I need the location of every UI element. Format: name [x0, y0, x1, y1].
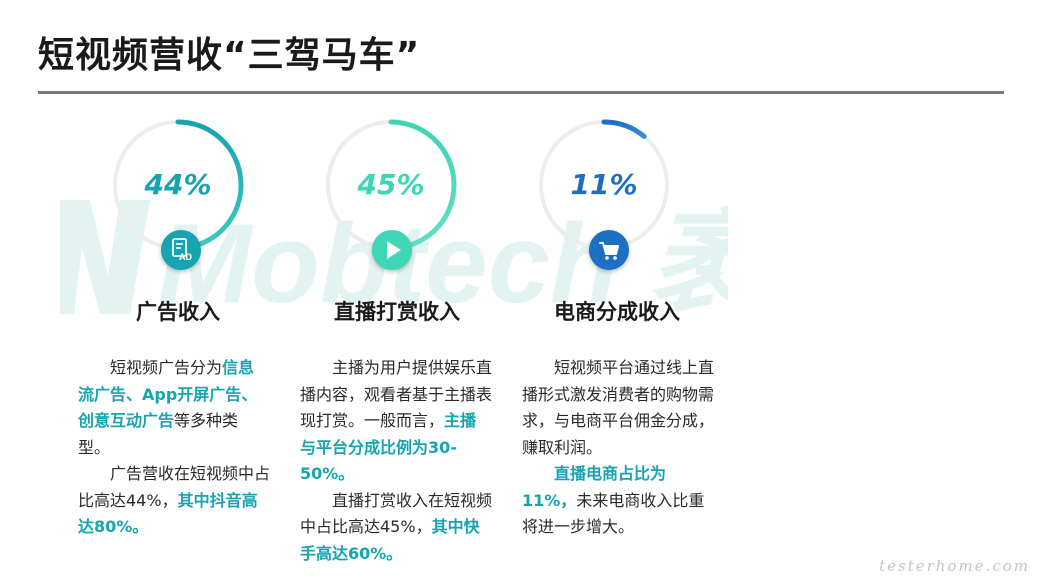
body-text: 广告营收在短视频中占比高达44%，	[78, 464, 271, 510]
title-divider	[38, 91, 1004, 94]
ecommerce-percent: 11%	[570, 168, 638, 201]
advertising-heading: 广告收入	[136, 300, 220, 324]
body-text: 未来电商收入比重将进一步增大。	[522, 490, 705, 537]
body-text: 直播打赏收入在短视频中占比高达45%，	[300, 490, 493, 537]
highlight-text: 信息流广告、App开屏广告、创意互动广告	[78, 358, 258, 430]
advertising-description: 短视频广告分为信息流广告、App开屏广告、创意互动广告等多种类型。 广告营收在短视…	[78, 355, 270, 541]
livestream-tips-percent: 45%	[357, 168, 425, 201]
body-text: 等多种类型。	[78, 411, 239, 457]
body-text: 短视频平台通过线上直播形式激发消费者的购物需求，与电商平台佣金分成，赚取利润。	[522, 358, 715, 457]
ecommerce-description: 短视频平台通过线上直播形式激发消费者的购物需求，与电商平台佣金分成，赚取利润。直…	[522, 355, 714, 541]
page-title: 短视频营收“三驾马车”	[38, 35, 421, 76]
highlight-text: 主播与平台分成比例为30-50%。	[300, 411, 477, 483]
description-paragraph: 主播为用户提供娱乐直播内容，观看者基于主播表现打赏。一般而言，主播与平台分成比例…	[300, 355, 492, 488]
description-paragraph: 短视频平台通过线上直播形式激发消费者的购物需求，与电商平台佣金分成，赚取利润。	[522, 355, 714, 461]
livestream-tips-description: 主播为用户提供娱乐直播内容，观看者基于主播表现打赏。一般而言，主播与平台分成比例…	[300, 355, 492, 567]
play-icon	[372, 230, 412, 270]
highlight-text: 直播电商占比为11%，	[522, 464, 667, 510]
description-paragraph: 广告营收在短视频中占比高达44%，其中抖音高达80%。	[78, 461, 270, 541]
ecommerce-heading: 电商分成收入	[554, 300, 680, 324]
livestream-tips-ring-arc	[388, 119, 457, 248]
highlight-text: 其中抖音高达80%。	[78, 490, 258, 537]
description-paragraph: 直播打赏收入在短视频中占比高达45%，其中快手高达60%。	[300, 488, 492, 568]
advertising-percent: 44%	[144, 168, 212, 201]
corner-watermark: testerhome.com	[879, 557, 1030, 575]
body-text: 主播为用户提供娱乐直播内容，观看者基于主播表现打赏。一般而言，	[300, 358, 493, 430]
svg-text:AD: AD	[179, 252, 192, 262]
description-paragraph: 直播电商占比为11%，未来电商收入比重将进一步增大。	[522, 461, 714, 541]
cart-icon	[589, 230, 629, 270]
body-text: 短视频广告分为	[110, 358, 223, 377]
ad-icon: AD	[161, 230, 201, 270]
advertising-ring-arc	[175, 119, 244, 247]
livestream-tips-heading: 直播打赏收入	[334, 300, 460, 324]
highlight-text: 其中快手高达60%。	[300, 517, 480, 563]
description-paragraph: 短视频广告分为信息流广告、App开屏广告、创意互动广告等多种类型。	[78, 355, 270, 461]
ecommerce-ring-arc	[601, 119, 647, 139]
